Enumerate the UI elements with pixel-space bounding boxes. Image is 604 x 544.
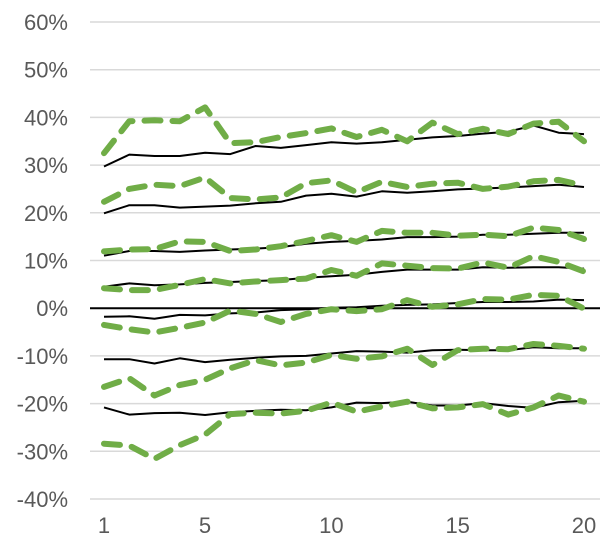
y-tick-label: -10%	[17, 344, 68, 369]
series-line-dashed	[101, 253, 587, 294]
y-tick-label: 20%	[24, 201, 68, 226]
x-tick-label: 10	[319, 513, 343, 538]
series-lines	[101, 104, 587, 462]
y-tick-label: 60%	[24, 10, 68, 35]
y-tick-label: 50%	[24, 58, 68, 83]
y-tick-label: -30%	[17, 439, 68, 464]
x-tick-label: 5	[199, 513, 211, 538]
series-line-dashed	[101, 392, 587, 462]
x-axis-tick-labels: 1 5 10 15 20	[98, 513, 596, 538]
y-tick-label: 0%	[36, 296, 68, 321]
y-tick-label: 40%	[24, 105, 68, 130]
x-tick-label: 20	[572, 513, 596, 538]
series-line-dashed	[101, 224, 587, 255]
y-tick-label: -40%	[17, 487, 68, 512]
y-tick-label: 10%	[24, 249, 68, 274]
y-tick-label: -20%	[17, 392, 68, 417]
y-axis-tick-labels: -40% -30% -20% -10% 0% 10% 20% 30% 40% 50% 60%	[17, 10, 68, 512]
y-tick-label: 30%	[24, 153, 68, 178]
x-tick-label: 15	[445, 513, 469, 538]
series-line-dashed	[101, 341, 587, 399]
series-line-dashed	[101, 174, 587, 205]
series-line-dashed	[101, 291, 587, 336]
x-tick-label: 1	[98, 513, 110, 538]
series-line-dashed	[101, 104, 587, 157]
series-line-solid	[103, 298, 585, 320]
